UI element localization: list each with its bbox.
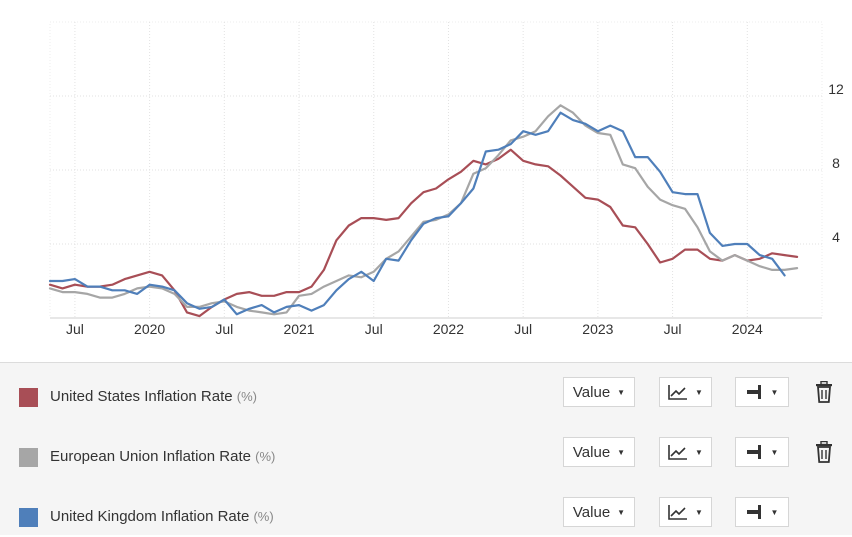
caret-down-icon: ▼ xyxy=(770,447,779,457)
x-tick-label: Jul xyxy=(215,321,233,337)
series-name-label: United States Inflation Rate (%) xyxy=(50,388,257,405)
series-line-united-states-inflation-rate xyxy=(48,148,799,318)
value-dropdown-label: Value xyxy=(572,503,611,521)
series-unit: (%) xyxy=(255,449,276,464)
series-line-european-union-inflation-rate xyxy=(48,104,799,316)
value-dropdown-label: Value xyxy=(572,383,611,401)
legend-row-united-states: United States Inflation Rate (%) Value ▼ … xyxy=(0,377,852,417)
caret-down-icon: ▼ xyxy=(695,507,703,517)
caret-down-icon: ▼ xyxy=(617,447,626,457)
chart-type-dropdown[interactable]: ▼ xyxy=(659,377,712,407)
chart-area: Jul 2020 Jul 2021 Jul 2022 Jul 2023 Jul 2024 4 8 12 xyxy=(48,21,844,337)
series-color-swatch xyxy=(19,388,38,407)
line-chart-icon xyxy=(668,385,688,400)
x-tick-label: Jul xyxy=(514,321,532,337)
line-chart-icon xyxy=(668,505,688,520)
axis-right-icon xyxy=(746,505,761,519)
axis-position-dropdown[interactable]: ▼ xyxy=(735,497,789,527)
axis-position-dropdown[interactable]: ▼ xyxy=(735,437,789,467)
trash-icon[interactable] xyxy=(814,381,834,403)
axis-right-icon xyxy=(746,445,761,459)
value-dropdown[interactable]: Value ▼ xyxy=(563,377,635,407)
x-tick-label: 2024 xyxy=(732,321,763,337)
series-name-label: European Union Inflation Rate (%) xyxy=(50,448,276,465)
caret-down-icon: ▼ xyxy=(770,387,779,397)
x-tick-label: Jul xyxy=(664,321,682,337)
inflation-line-chart: Jul 2020 Jul 2021 Jul 2022 Jul 2023 Jul 2024 4 8 12 xyxy=(48,21,844,337)
axis-right-icon xyxy=(746,385,761,399)
chart-type-dropdown[interactable]: ▼ xyxy=(659,497,712,527)
series-unit: (%) xyxy=(253,509,274,524)
line-chart-icon xyxy=(668,445,688,460)
x-tick-label: 2021 xyxy=(283,321,314,337)
value-dropdown[interactable]: Value ▼ xyxy=(563,437,635,467)
x-tick-label: Jul xyxy=(66,321,84,337)
caret-down-icon: ▼ xyxy=(617,387,626,397)
series-name-label: United Kingdom Inflation Rate (%) xyxy=(50,508,274,525)
trash-icon[interactable] xyxy=(814,441,834,463)
caret-down-icon: ▼ xyxy=(695,387,703,397)
legend-row-united-kingdom: United Kingdom Inflation Rate (%) Value ▼… xyxy=(0,497,852,537)
x-tick-label: Jul xyxy=(365,321,383,337)
series-color-swatch xyxy=(19,448,38,467)
y-tick-label: 4 xyxy=(832,229,840,245)
caret-down-icon: ▼ xyxy=(770,507,779,517)
plot-frame xyxy=(49,21,823,319)
value-dropdown[interactable]: Value ▼ xyxy=(563,497,635,527)
y-tick-label: 12 xyxy=(828,81,844,97)
chart-type-dropdown[interactable]: ▼ xyxy=(659,437,712,467)
series-color-swatch xyxy=(19,508,38,527)
series-unit: (%) xyxy=(236,389,257,404)
caret-down-icon: ▼ xyxy=(695,447,703,457)
series-line-united-kingdom-inflation-rate xyxy=(48,111,786,316)
caret-down-icon: ▼ xyxy=(617,507,626,517)
value-dropdown-label: Value xyxy=(572,443,611,461)
axis-position-dropdown[interactable]: ▼ xyxy=(735,377,789,407)
legend-panel: United States Inflation Rate (%) Value ▼ … xyxy=(0,362,852,535)
x-tick-label: 2023 xyxy=(582,321,613,337)
legend-row-european-union: European Union Inflation Rate (%) Value ▼… xyxy=(0,437,852,477)
y-tick-label: 8 xyxy=(832,155,840,171)
x-tick-label: 2020 xyxy=(134,321,165,337)
x-tick-label: 2022 xyxy=(433,321,464,337)
